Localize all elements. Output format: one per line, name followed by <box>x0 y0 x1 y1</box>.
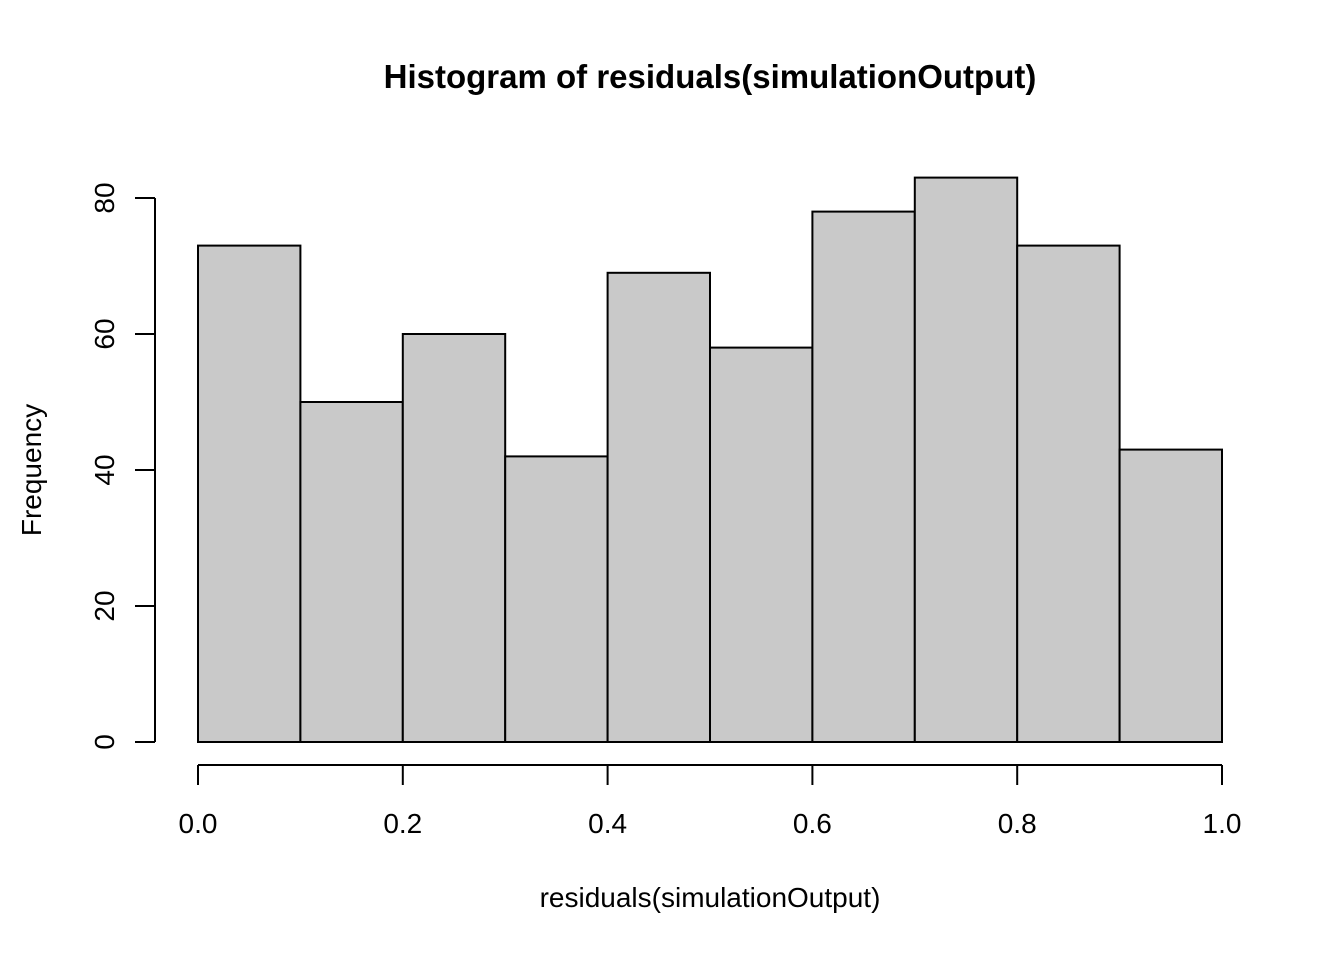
y-axis-tick-label: 20 <box>89 590 120 621</box>
y-axis-tick-label: 60 <box>89 318 120 349</box>
y-axis-tick-label: 40 <box>89 454 120 485</box>
histogram-bar <box>299 401 404 743</box>
x-axis-tick-label: 0.4 <box>588 808 627 839</box>
histogram-bar <box>606 271 711 743</box>
x-axis-tick-label: 0.0 <box>179 808 218 839</box>
histogram-bar <box>1016 244 1121 743</box>
x-axis-tick-label: 0.6 <box>793 808 832 839</box>
x-axis-tick-label: 1.0 <box>1203 808 1242 839</box>
histogram-bar <box>709 346 814 743</box>
chart-title: Histogram of residuals(simulationOutput) <box>383 58 1037 95</box>
x-axis-tick-label: 0.2 <box>383 808 422 839</box>
y-axis-tick-label: 80 <box>89 182 120 213</box>
histogram-bar <box>401 333 507 743</box>
x-axis-title: residuals(simulationOutput) <box>539 882 881 913</box>
histogram-bar <box>811 210 916 744</box>
y-axis-tick-label: 0 <box>89 734 120 750</box>
histogram-bar <box>197 244 302 743</box>
histogram-bar <box>504 455 609 743</box>
x-axis-tick-label: 0.8 <box>998 808 1037 839</box>
histogram-bars <box>197 176 1223 744</box>
histogram-bar <box>1118 448 1223 743</box>
histogram-bar <box>913 176 1019 744</box>
